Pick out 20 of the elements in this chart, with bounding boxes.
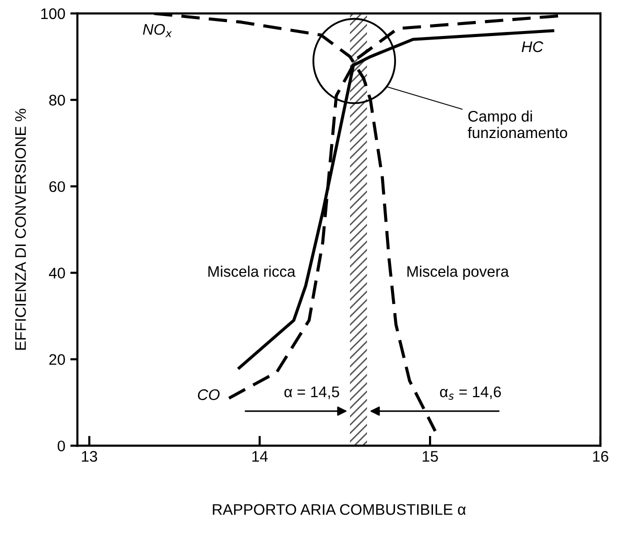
y-tick-label: 100 bbox=[41, 8, 65, 20]
y-tick-label: 0 bbox=[58, 440, 65, 452]
x-tick-label: 13 bbox=[82, 450, 98, 462]
annotation: Miscela ricca bbox=[208, 266, 296, 277]
x-axis-title: RAPPORTO ARIA COMBUSTIBILE α bbox=[212, 504, 466, 515]
annotation: α$_{s}$ = 14,6 bbox=[440, 386, 501, 400]
x-tick-label: 15 bbox=[422, 451, 438, 462]
series-label: HC bbox=[522, 41, 544, 52]
y-tick-label: 40 bbox=[48, 268, 65, 278]
y-tick-label: 80 bbox=[49, 94, 65, 106]
annotation: Miscela povera bbox=[407, 266, 509, 280]
annotation: α = 14,5 bbox=[284, 386, 340, 400]
y-tick-label: 20 bbox=[49, 354, 65, 365]
x-tick-label: 16 bbox=[593, 450, 608, 462]
series-label: NO$_{x}$ bbox=[142, 24, 172, 38]
annotation: Campo di funzionamento bbox=[468, 110, 568, 138]
x-tick-label: 14 bbox=[252, 451, 268, 462]
y-axis-title: EFFICIENZA DI CONVERSIONE % bbox=[15, 108, 26, 350]
y-tick-label: 60 bbox=[49, 181, 65, 192]
series-label: CO bbox=[198, 389, 220, 400]
